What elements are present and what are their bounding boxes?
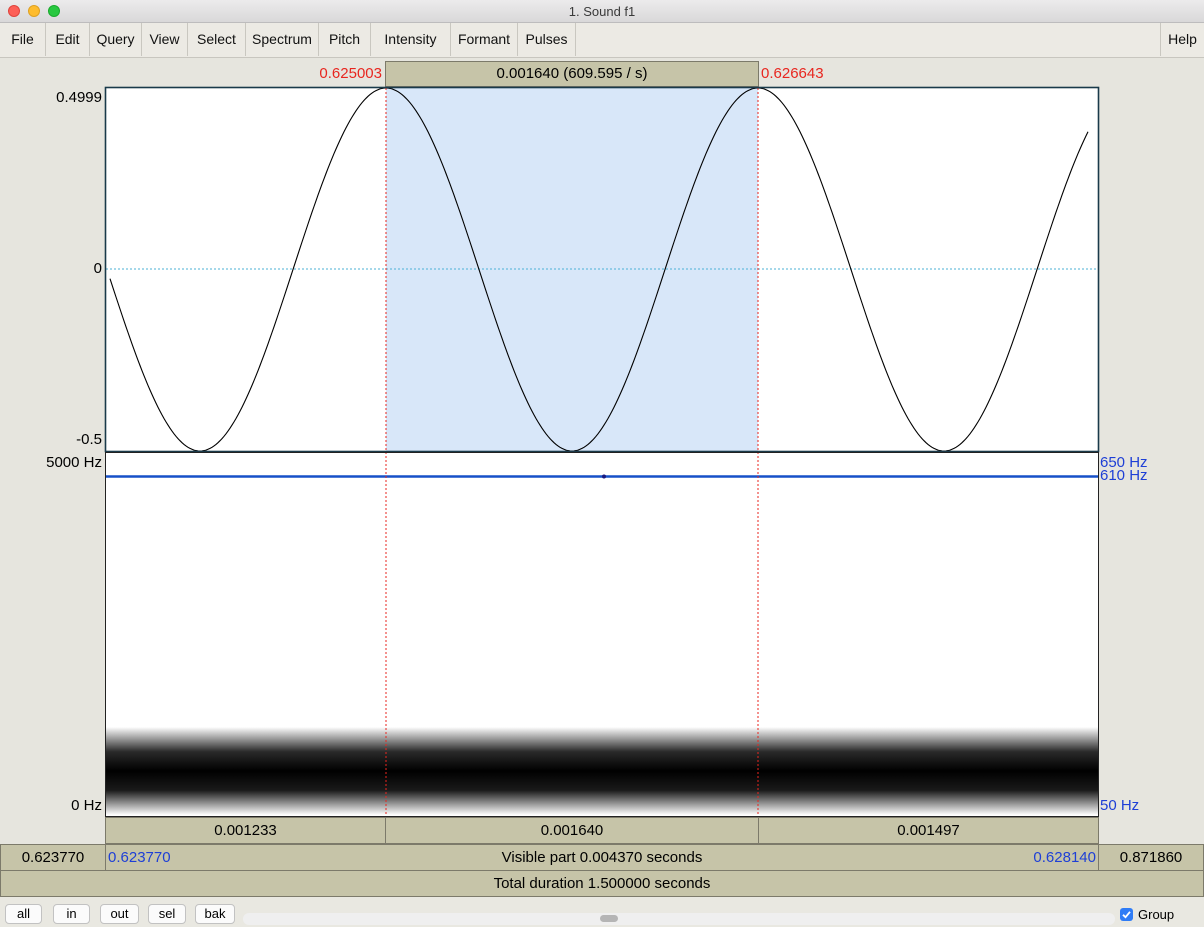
menu-pulses[interactable]: Pulses	[518, 23, 576, 56]
menu-spectrum[interactable]: Spectrum	[246, 23, 319, 56]
segment-left-cell[interactable]: 0.001233	[105, 817, 386, 844]
pitch-bottom-label: 50 Hz	[1100, 797, 1140, 814]
visible-start-label: 0.623770	[108, 849, 171, 866]
segment-right-cell[interactable]: 0.001497	[758, 817, 1099, 844]
window-title: 1. Sound f1	[568, 4, 636, 19]
right-outside-cell[interactable]: 0.871860	[1098, 844, 1204, 871]
waveform-ymin-label: -0.5	[76, 431, 102, 448]
selection-start-label: 0.625003	[319, 65, 382, 82]
close-window-button[interactable]	[8, 5, 20, 17]
menu-view[interactable]: View	[142, 23, 188, 56]
menu-pitch[interactable]: Pitch	[319, 23, 371, 56]
title-bar: 1. Sound f1	[0, 0, 1204, 23]
pitch-value-label: 610 Hz	[1100, 467, 1148, 484]
visible-end-label: 0.628140	[1033, 849, 1096, 866]
checkmark-icon	[1122, 911, 1131, 919]
total-duration-cell[interactable]: Total duration 1.500000 seconds	[0, 870, 1204, 897]
pitch-top-label: 650 Hz	[1100, 454, 1148, 471]
spectrogram-frame	[105, 452, 1099, 817]
left-outside-cell[interactable]: 0.623770	[0, 844, 106, 871]
waveform-ymax-label: 0.4999	[56, 89, 102, 106]
selection-duration-cell[interactable]: 0.001640 (609.595 / s)	[385, 61, 759, 87]
waveform-zero-label: 0	[93, 260, 102, 277]
spectrogram-bottom-freq-label: 0 Hz	[71, 797, 102, 814]
visible-part-label: Visible part 0.004370 seconds	[501, 849, 703, 866]
spectrogram-top-freq-label: 5000 Hz	[46, 454, 102, 471]
pitch-cursor-point	[602, 474, 606, 479]
zoom-window-button[interactable]	[48, 5, 60, 17]
zoom-selection-button[interactable]: sel	[148, 904, 186, 924]
scrollbar-thumb[interactable]	[600, 915, 618, 922]
group-label: Group	[1138, 907, 1175, 922]
visible-part-cell[interactable]: Visible part 0.004370 seconds	[105, 844, 1099, 871]
group-checkbox[interactable]	[1120, 908, 1133, 921]
waveform-frame	[104, 86, 1100, 453]
waveform-curve	[109, 87, 1089, 452]
zoom-back-button[interactable]: bak	[195, 904, 235, 924]
segment-selection-cell[interactable]: 0.001640	[385, 817, 759, 844]
menu-edit[interactable]: Edit	[46, 23, 90, 56]
menu-select[interactable]: Select	[188, 23, 246, 56]
zoom-all-button[interactable]: all	[5, 904, 42, 924]
zoom-in-button[interactable]: in	[53, 904, 90, 924]
menu-bar: File Edit Query View Select Spectrum Pit…	[0, 23, 1204, 58]
menu-intensity[interactable]: Intensity	[371, 23, 451, 56]
menu-file[interactable]: File	[0, 23, 46, 56]
horizontal-scrollbar[interactable]	[243, 913, 1115, 925]
minimize-window-button[interactable]	[28, 5, 40, 17]
menu-help[interactable]: Help	[1160, 23, 1204, 56]
selection-end-label: 0.626643	[761, 65, 824, 82]
menu-query[interactable]: Query	[90, 23, 142, 56]
menu-formant[interactable]: Formant	[451, 23, 518, 56]
zoom-out-button[interactable]: out	[100, 904, 139, 924]
spectrogram-energy-band	[106, 727, 1098, 815]
